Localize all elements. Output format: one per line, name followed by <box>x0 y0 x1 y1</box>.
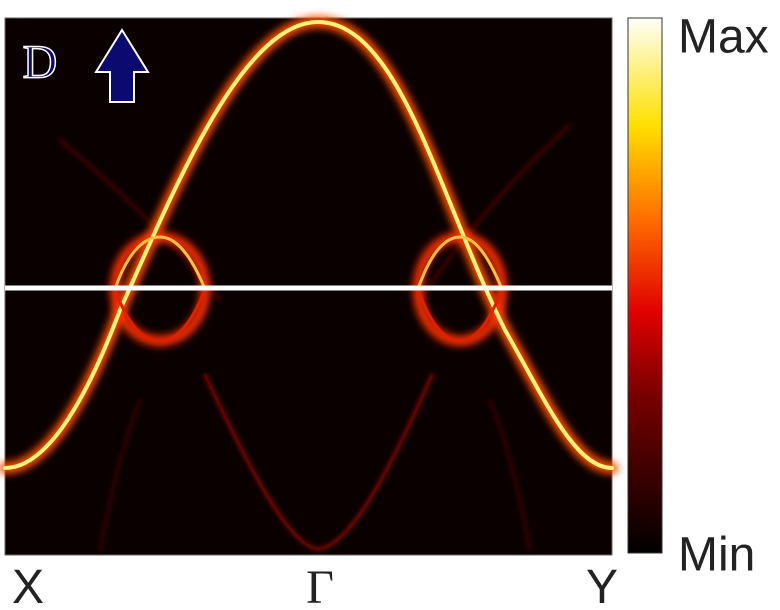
k-point-label: Γ <box>306 561 334 610</box>
panel-label: D <box>23 36 58 89</box>
spectral-map <box>0 15 618 556</box>
k-point-label: X <box>12 561 44 610</box>
k-point-label: Y <box>586 561 618 610</box>
colorbar-max-label: Max <box>678 11 769 64</box>
colorbar <box>627 17 663 554</box>
bands <box>3 19 614 470</box>
spin-up-arrow <box>94 28 150 103</box>
colorbar-min-label: Min <box>678 529 755 582</box>
